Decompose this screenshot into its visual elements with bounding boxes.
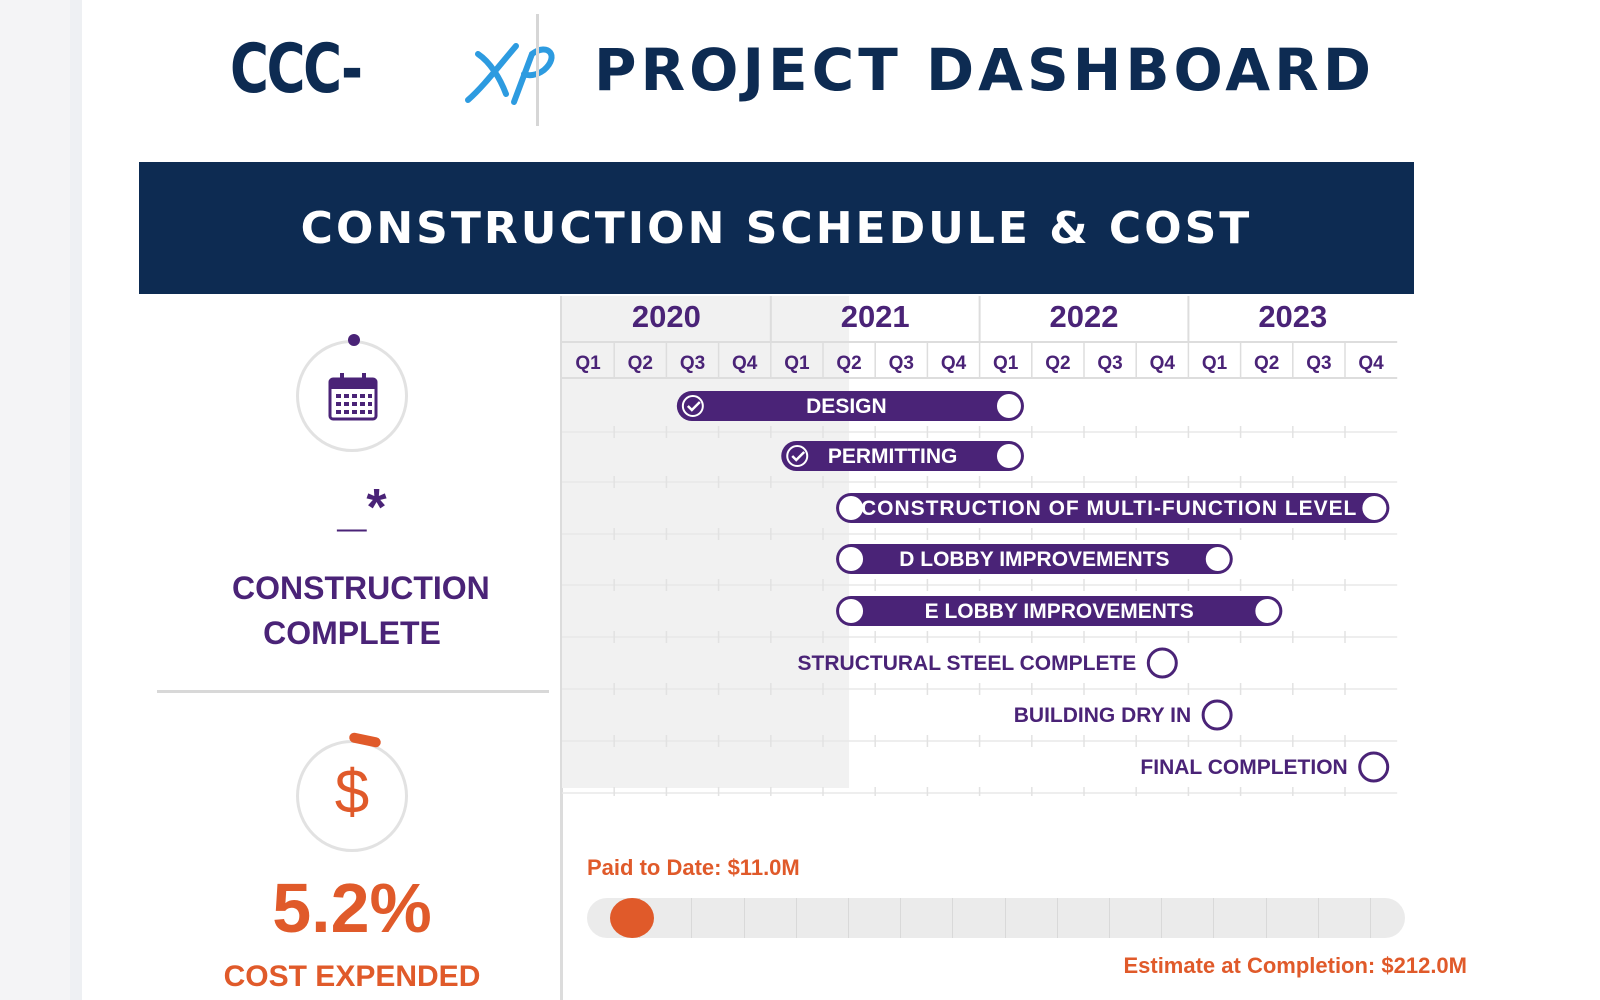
cost-track-tick — [1317, 898, 1319, 938]
quarter-label: Q4 — [1358, 353, 1384, 374]
quarter-label: Q2 — [1254, 353, 1279, 374]
task-label-1: PERMITTING — [828, 445, 958, 468]
calendar-icon — [328, 373, 378, 421]
check-mark-icon — [686, 401, 701, 412]
task-end-marker — [996, 444, 1021, 468]
milestone-marker — [1146, 647, 1178, 679]
quarter-label: Q2 — [836, 353, 861, 374]
panel-divider — [560, 296, 563, 1000]
quarter-label: Q3 — [1306, 353, 1331, 374]
logo-script — [448, 32, 558, 129]
task-end-marker — [996, 394, 1021, 418]
ccc-xp-logo: CCC- — [230, 24, 555, 114]
cost-progress-ring: $ — [296, 731, 408, 852]
task-start-marker — [839, 599, 864, 623]
page-title: PROJECT DASHBOARD — [594, 36, 1375, 104]
task-bar-1 — [781, 441, 1024, 471]
page-left-edge — [70, 0, 82, 1000]
check-mark-icon — [791, 451, 806, 462]
quarter-label: Q3 — [1097, 353, 1122, 374]
task-start-marker — [839, 496, 864, 520]
quarter-label: Q3 — [680, 353, 705, 374]
cost-track-tick — [952, 898, 954, 938]
year-label-2022: 2022 — [1050, 299, 1119, 334]
estimate-at-completion-label: Estimate at Completion: $212.0M — [1123, 953, 1467, 978]
cost-track-tick — [848, 898, 849, 938]
cost-progress-arc — [348, 731, 382, 749]
cost-track-tick — [1056, 898, 1058, 938]
task-label-3: D LOBBY IMPROVEMENTS — [899, 548, 1169, 571]
quarter-label: Q2 — [628, 353, 653, 374]
task-bar-2 — [836, 493, 1390, 523]
cost-track-tick — [1370, 898, 1371, 938]
cost-track-tick — [795, 898, 797, 938]
year-label-2023: 2023 — [1258, 299, 1327, 334]
task-label-4: E LOBBY IMPROVEMENTS — [925, 600, 1194, 623]
cost-track-tick — [1004, 898, 1006, 938]
logo-text: CCC- — [230, 29, 363, 109]
task-label-0: DESIGN — [806, 395, 887, 418]
quarter-label: Q1 — [575, 353, 601, 374]
check-icon — [681, 395, 704, 417]
quarter-label: Q1 — [993, 353, 1019, 374]
task-start-marker — [839, 547, 864, 571]
task-bar-3 — [836, 544, 1233, 574]
quarter-label: Q1 — [1202, 353, 1228, 374]
quarter-label: Q1 — [784, 353, 810, 374]
cost-track-tick — [743, 898, 745, 938]
quarter-label: Q4 — [941, 353, 967, 374]
quarter-label: Q3 — [889, 353, 914, 374]
task-label-2: CONSTRUCTION OF MULTI-FUNCTION LEVEL — [861, 497, 1356, 520]
quarter-label: Q4 — [1150, 353, 1176, 374]
header-divider — [536, 14, 539, 126]
schedule-progress-ring — [296, 334, 408, 452]
kpi-divider — [157, 690, 549, 693]
task-end-marker — [1205, 547, 1230, 571]
cost-track-tick — [691, 898, 693, 938]
section-title: CONSTRUCTION SCHEDULE & COST — [300, 202, 1253, 254]
quarter-label: Q2 — [1045, 353, 1070, 374]
year-label-2021: 2021 — [841, 299, 910, 334]
milestone-label-0: STRUCTURAL STEEL COMPLETE — [798, 652, 1137, 675]
quarter-label: Q4 — [732, 353, 758, 374]
milestone-marker — [1358, 751, 1390, 783]
task-end-marker — [1362, 496, 1387, 520]
cost-track-tick — [1213, 898, 1215, 938]
label-line-1: CONSTRUCTION — [232, 570, 490, 606]
task-end-marker — [1255, 599, 1280, 623]
cost-expended-value: 5.2% — [272, 869, 432, 947]
cost-track-tick — [1109, 898, 1110, 938]
dollar-icon: $ — [334, 758, 370, 827]
cost-expended-label: COST EXPENDED — [223, 960, 481, 993]
progress-dot — [348, 334, 360, 346]
milestone-marker — [1201, 699, 1233, 731]
section-banner: CONSTRUCTION SCHEDULE & COST — [139, 162, 1414, 294]
cost-track-tick — [1161, 898, 1163, 938]
cost-progress-track — [587, 898, 1405, 938]
paid-to-date-label: Paid to Date: $11.0M — [587, 855, 800, 880]
cost-track-tick — [1265, 898, 1267, 938]
milestone-label-2: FINAL COMPLETION — [1140, 756, 1347, 779]
construction-schedule-gantt: 2020 2021 2022 2023 Q1 Q2 Q3 Q4 Q1 Q2 Q3 Q4 Q1 Q2 Q3 Q4… — [562, 296, 1398, 796]
year-label-2020: 2020 — [632, 299, 701, 334]
milestone-label-1: BUILDING DRY IN — [1014, 704, 1191, 727]
dashboard-page: CCC- PROJECT DASHBOARD CONSTRUCTION SCHE… — [82, 0, 1600, 1000]
check-icon — [786, 445, 809, 467]
paid-to-date-marker — [609, 898, 654, 938]
construction-complete-value: _* — [337, 479, 387, 537]
task-bar-0 — [676, 391, 1024, 421]
label-line-2: COMPLETE — [263, 615, 441, 651]
cost-track-tick — [900, 898, 902, 938]
task-bar-4 — [836, 596, 1283, 626]
construction-complete-label: CONSTRUCTION COMPLETE — [232, 566, 490, 656]
